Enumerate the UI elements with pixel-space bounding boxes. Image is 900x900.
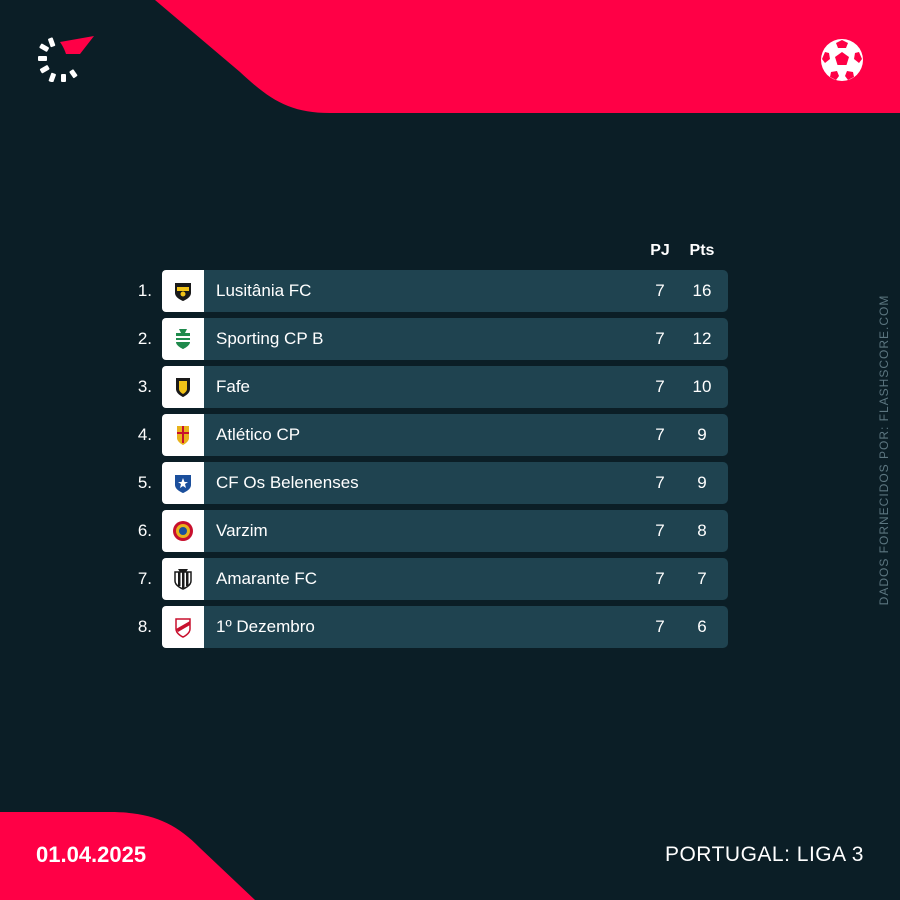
played-value: 7 <box>655 281 665 300</box>
league-label: PORTUGAL: LIGA 3 <box>664 843 864 866</box>
fafe-crest-icon <box>176 378 190 397</box>
team-name: 1º Dezembro <box>216 617 315 636</box>
rank: 5. <box>137 473 152 492</box>
rank: 7. <box>137 569 152 588</box>
table-row: 8. 1º Dezembro 7 6 <box>0 606 900 648</box>
points-value: 9 <box>697 473 707 492</box>
crest-box <box>162 318 204 360</box>
played-value: 7 <box>655 569 665 588</box>
row-bar <box>204 366 728 408</box>
row-bar <box>204 462 728 504</box>
rank: 4. <box>137 425 152 444</box>
table-row: 5. CF Os Belenenses 7 9 <box>0 462 900 504</box>
team-name: Fafe <box>216 377 251 396</box>
sporting-crest-icon <box>176 329 190 349</box>
crest-box <box>162 558 204 600</box>
table-row: 1. Lusitânia FC 7 16 <box>0 270 900 312</box>
team-name: Lusitânia FC <box>216 281 312 300</box>
rank: 6. <box>137 521 152 540</box>
team-name: Varzim <box>216 521 268 540</box>
team-name: Amarante FC <box>216 569 318 588</box>
lusitania-crest-icon <box>175 283 191 301</box>
data-source-credit: DADOS FORNECIDOS POR: FLASHSCORE.COM <box>877 294 891 606</box>
soccer-ball-icon <box>821 39 863 81</box>
belenenses-crest-icon <box>175 475 191 493</box>
points-value: 16 <box>692 281 712 300</box>
row-bar <box>204 414 728 456</box>
rank: 3. <box>137 377 152 396</box>
played-value: 7 <box>655 617 665 636</box>
row-bar <box>204 558 728 600</box>
played-value: 7 <box>655 473 665 492</box>
row-bar <box>204 510 728 552</box>
date-label: 01.04.2025 <box>36 842 147 867</box>
points-value: 6 <box>697 617 707 636</box>
table-row: 4. Atlético CP 7 9 <box>0 414 900 456</box>
played-value: 7 <box>655 329 665 348</box>
dezembro-crest-icon <box>175 618 191 638</box>
crest-box <box>162 414 204 456</box>
column-header-pts: Pts <box>689 242 715 259</box>
row-bar <box>204 606 728 648</box>
points-value: 8 <box>697 521 707 540</box>
table-row: 3. Fafe 7 10 <box>0 366 900 408</box>
table-row: 6. Varzim 7 8 <box>0 510 900 552</box>
flashscore-logo-icon <box>38 36 94 82</box>
crest-box <box>162 606 204 648</box>
team-name: Atlético CP <box>216 425 301 444</box>
table-row: 7. Amarante FC 7 7 <box>0 558 900 600</box>
team-name: Sporting CP B <box>216 329 324 348</box>
played-value: 7 <box>655 425 665 444</box>
column-header-pj: PJ <box>650 242 670 259</box>
played-value: 7 <box>655 377 665 396</box>
points-value: 9 <box>697 425 707 444</box>
atletico-crest-icon <box>177 426 189 445</box>
crest-box <box>162 510 204 552</box>
played-value: 7 <box>655 521 665 540</box>
rank: 1. <box>137 281 152 300</box>
row-bar <box>204 270 728 312</box>
row-bar <box>204 318 728 360</box>
points-value: 10 <box>692 377 712 396</box>
team-name: CF Os Belenenses <box>216 473 359 492</box>
table-row: 2. Sporting CP B 7 12 <box>0 318 900 360</box>
rank: 2. <box>137 329 152 348</box>
rank: 8. <box>137 617 152 636</box>
varzim-crest-icon <box>173 521 193 541</box>
crest-box <box>162 462 204 504</box>
amarante-crest-icon <box>174 569 192 590</box>
points-value: 7 <box>697 569 707 588</box>
crest-box <box>162 270 204 312</box>
crest-box <box>162 366 204 408</box>
points-value: 12 <box>692 329 712 348</box>
